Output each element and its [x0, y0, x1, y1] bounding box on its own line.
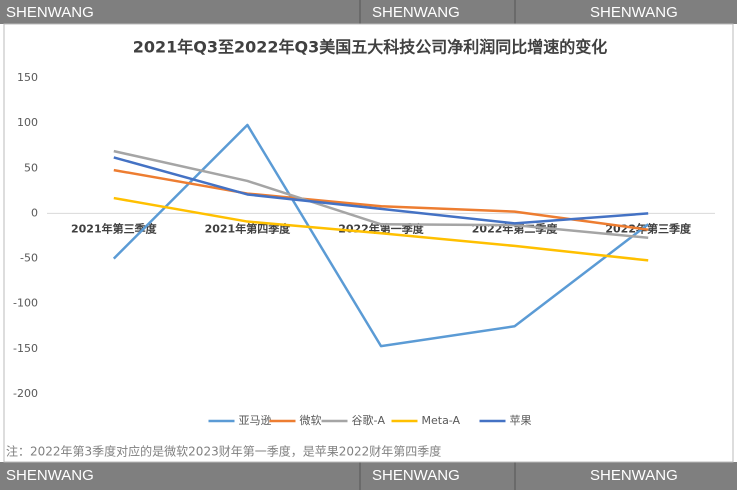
- legend-label: 微软: [300, 413, 322, 427]
- watermark: SHENWANG: [372, 4, 460, 21]
- y-tick-label: 100: [17, 116, 38, 129]
- y-tick-label: -100: [13, 297, 38, 310]
- x-tick-label: 2022年第三季度: [605, 221, 692, 235]
- note: 注：2022年第3季度对应的是微软2023财年第一季度，是苹果2022财年第四季…: [6, 444, 441, 459]
- y-tick-label: 50: [24, 161, 38, 174]
- chart-title: 2021年Q3至2022年Q3美国五大科技公司净利润同比增速的变化: [133, 38, 608, 57]
- y-tick-label: 0: [31, 206, 38, 219]
- watermark: SHENWANG: [590, 467, 678, 484]
- watermark: SHENWANG: [590, 4, 678, 21]
- watermark: SHENWANG: [6, 467, 94, 484]
- series-line: [113, 168, 649, 231]
- x-tick-label: 2021年第四季度: [205, 221, 292, 235]
- y-tick-label: -200: [13, 387, 38, 400]
- watermark: SHENWANG: [6, 4, 94, 21]
- legend-label: 苹果: [510, 413, 532, 427]
- top-bar: [0, 0, 737, 24]
- series-line: [112, 123, 649, 348]
- x-tick-label: 2021年第三季度: [71, 221, 158, 235]
- series-line: [113, 196, 649, 262]
- series-line: [113, 156, 649, 225]
- watermark: SHENWANG: [372, 467, 460, 484]
- legend-label: 谷歌-A: [352, 413, 386, 427]
- y-tick-label: -50: [20, 252, 38, 265]
- series-line: [113, 149, 649, 240]
- legend-label: Meta-A: [422, 414, 461, 427]
- y-tick-label: 150: [17, 71, 38, 84]
- plot-frame: [3, 23, 734, 463]
- legend-label: 亚马逊: [239, 414, 272, 427]
- y-tick-label: -150: [13, 342, 38, 355]
- bottom-bar: [0, 462, 737, 490]
